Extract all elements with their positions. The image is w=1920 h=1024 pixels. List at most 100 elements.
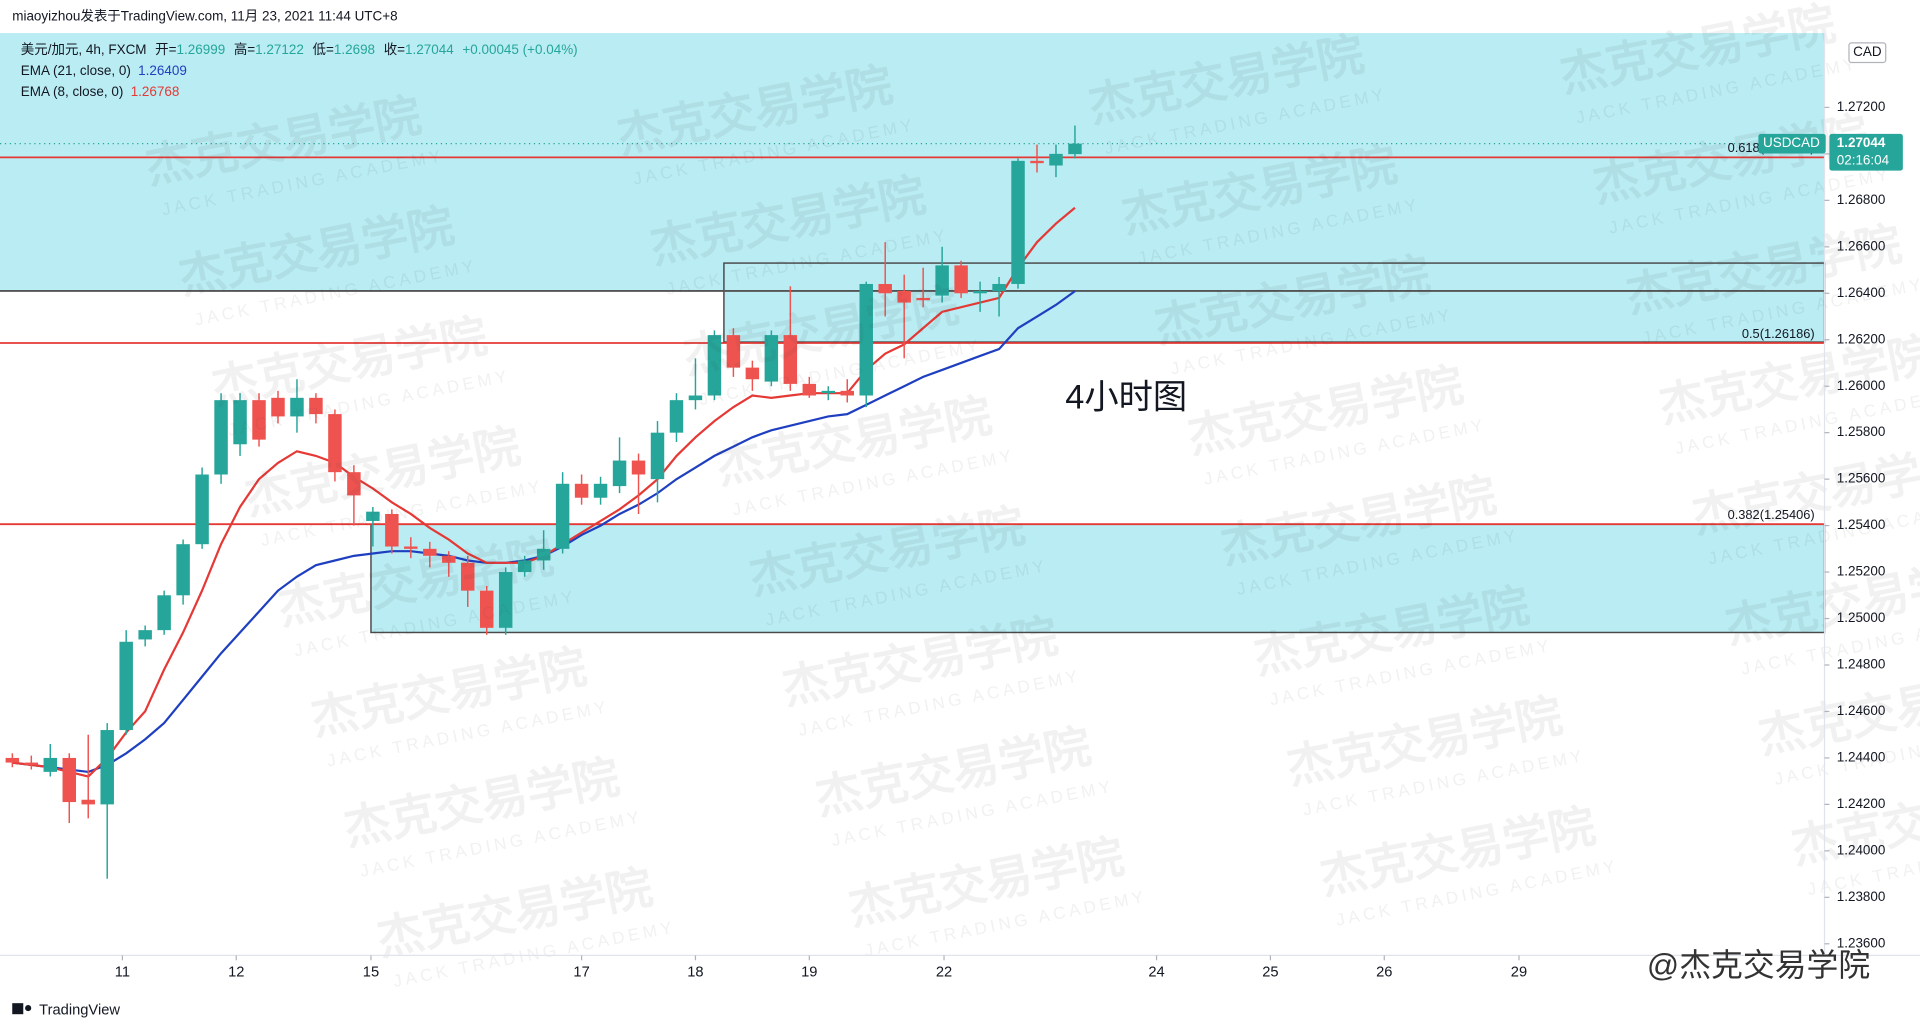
currency[interactable]: CAD bbox=[1853, 44, 1882, 59]
y-tick-label: 1.24000 bbox=[1837, 842, 1886, 857]
candle-body bbox=[43, 757, 58, 772]
candle-body bbox=[688, 395, 703, 401]
candle-body bbox=[1068, 143, 1082, 155]
candle-body bbox=[1049, 153, 1063, 166]
candle-body bbox=[233, 400, 247, 445]
candle-body bbox=[1011, 160, 1025, 284]
candle-body bbox=[802, 383, 817, 396]
candle-body bbox=[271, 397, 285, 417]
candle-body bbox=[574, 483, 589, 498]
legend-ema8: EMA (8, close, 0) 1.26768 bbox=[21, 83, 180, 98]
legend-value: 1.26409 bbox=[138, 63, 187, 78]
candle-body bbox=[745, 367, 760, 380]
candle-body bbox=[593, 483, 608, 498]
candle-body bbox=[650, 432, 665, 480]
candle-body bbox=[138, 630, 152, 640]
candle-body bbox=[328, 414, 342, 473]
y-tick-label: 1.24200 bbox=[1837, 796, 1886, 811]
y-tick-label: 1.26600 bbox=[1837, 238, 1886, 253]
legend-high-label: 高= bbox=[234, 41, 255, 57]
currency-box[interactable] bbox=[1848, 42, 1887, 64]
candle-body bbox=[442, 555, 456, 563]
candle-body bbox=[954, 265, 968, 294]
price-tag-countdown: 02:16:04 bbox=[1837, 152, 1890, 167]
candle-body bbox=[157, 595, 171, 631]
x-tick-label: 22 bbox=[936, 964, 952, 980]
x-tick-label: 18 bbox=[687, 964, 703, 980]
candle-body bbox=[195, 474, 209, 545]
legend-open: 1.26999 bbox=[177, 42, 226, 57]
y-tick-label: 1.24400 bbox=[1837, 749, 1886, 764]
y-tick-label: 1.25400 bbox=[1837, 517, 1886, 532]
candle-body bbox=[764, 335, 779, 382]
candle-body bbox=[385, 513, 399, 547]
legend-high: 1.27122 bbox=[255, 42, 304, 57]
y-tick-label: 1.26400 bbox=[1837, 285, 1886, 300]
y-tick-label: 1.26200 bbox=[1837, 331, 1886, 346]
y-tick-label: 1.25600 bbox=[1837, 471, 1886, 486]
legend-name: EMA (21, close, 0) bbox=[21, 63, 131, 78]
y-tick-label: 1.25200 bbox=[1837, 564, 1886, 579]
y-tick-label: 1.24800 bbox=[1837, 657, 1886, 672]
candle-body bbox=[100, 730, 114, 805]
legend-name: EMA (8, close, 0) bbox=[21, 83, 124, 98]
legend-close: 1.27044 bbox=[405, 42, 454, 57]
candle-body bbox=[916, 297, 930, 301]
candle-body bbox=[1030, 160, 1044, 164]
symbol-tag-text: USDCAD bbox=[1763, 135, 1820, 150]
candle-body bbox=[935, 265, 949, 296]
candle-body bbox=[24, 762, 39, 765]
candle-body bbox=[366, 511, 380, 521]
legend-value: 1.26768 bbox=[131, 83, 180, 98]
price-tag bbox=[1829, 133, 1903, 171]
candle-body bbox=[498, 572, 513, 628]
y-tick-label: 1.23800 bbox=[1837, 889, 1886, 904]
y-tick-label: 1.25800 bbox=[1837, 424, 1886, 439]
candle-body bbox=[309, 397, 323, 415]
candle-body bbox=[555, 483, 570, 549]
candle-body bbox=[612, 460, 627, 487]
plot-area bbox=[0, 33, 1826, 879]
legend-low-label: 低= bbox=[313, 42, 334, 57]
price-tag-value: 1.27044 bbox=[1837, 135, 1886, 150]
logo-mark bbox=[12, 1003, 24, 1015]
candle-body bbox=[479, 590, 494, 628]
x-tick-label: 29 bbox=[1511, 964, 1527, 980]
candle-body bbox=[973, 290, 987, 294]
x-tick-label: 25 bbox=[1262, 964, 1278, 980]
header: miaoyizhou发表于TradingView.com, 11月 23, 20… bbox=[12, 9, 397, 24]
symbol-tag bbox=[1758, 133, 1826, 154]
candle-body bbox=[992, 283, 1006, 291]
legend-open-label: 开= bbox=[155, 42, 176, 57]
candle-body bbox=[840, 390, 854, 396]
legend-change: +0.00045 (+0.04%) bbox=[462, 42, 577, 57]
candle-body bbox=[81, 799, 95, 805]
candle-body bbox=[821, 390, 836, 394]
x-tick-label: 11 bbox=[115, 964, 130, 980]
legend-symbol: 美元/加元, 4h, FXCM bbox=[21, 42, 147, 57]
candle-body bbox=[536, 548, 551, 561]
candle-body bbox=[119, 641, 133, 731]
level-label: 0.382(1.25406) bbox=[1728, 507, 1815, 522]
y-tick-label: 1.26800 bbox=[1837, 192, 1886, 207]
candle-body bbox=[290, 397, 304, 417]
y-tick-label: 1.27200 bbox=[1837, 99, 1886, 114]
y-tick-label: 1.26000 bbox=[1837, 378, 1886, 393]
candle-body bbox=[726, 335, 741, 368]
candle-body bbox=[631, 460, 646, 475]
legend-ema21: EMA (21, close, 0) 1.26409 bbox=[21, 63, 187, 78]
legend-main: 美元/加元, 4h, FXCM 开=1.26999 高=1.27122 低=1.… bbox=[21, 41, 578, 57]
legend-low: 1.2698 bbox=[334, 42, 375, 57]
candle-body bbox=[176, 544, 190, 596]
tradingview-logo: TradingView bbox=[12, 1002, 120, 1018]
x-tick-label: 15 bbox=[363, 964, 379, 980]
credit: @杰克交易学院 bbox=[1647, 947, 1870, 983]
x-tick-label: 26 bbox=[1376, 964, 1392, 980]
zone bbox=[0, 33, 1825, 291]
candle-body bbox=[707, 335, 722, 396]
x-tick-label: 24 bbox=[1148, 964, 1164, 980]
logo-text: TradingView bbox=[39, 1002, 120, 1018]
legend-close-label: 收= bbox=[384, 42, 405, 57]
